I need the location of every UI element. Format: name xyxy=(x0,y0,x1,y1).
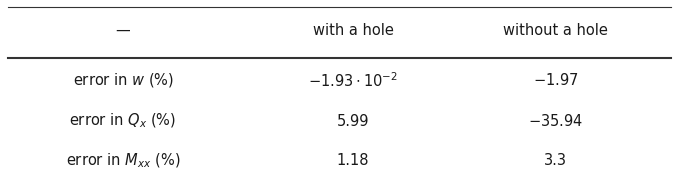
Text: error in $Q_x$ (%): error in $Q_x$ (%) xyxy=(69,112,177,130)
Text: with a hole: with a hole xyxy=(312,23,393,38)
Text: error in $w$ (%): error in $w$ (%) xyxy=(73,71,174,89)
Text: $-1.97$: $-1.97$ xyxy=(533,72,579,88)
Text: $-1.93 \cdot 10^{-2}$: $-1.93 \cdot 10^{-2}$ xyxy=(308,71,398,89)
Text: $-35.94$: $-35.94$ xyxy=(528,113,583,129)
Text: —: — xyxy=(115,23,130,38)
Text: 1.18: 1.18 xyxy=(337,153,369,168)
Text: error in $M_{xx}$ (%): error in $M_{xx}$ (%) xyxy=(66,151,181,170)
Text: without a hole: without a hole xyxy=(503,23,608,38)
Text: 3.3: 3.3 xyxy=(545,153,568,168)
Text: 5.99: 5.99 xyxy=(337,114,369,129)
